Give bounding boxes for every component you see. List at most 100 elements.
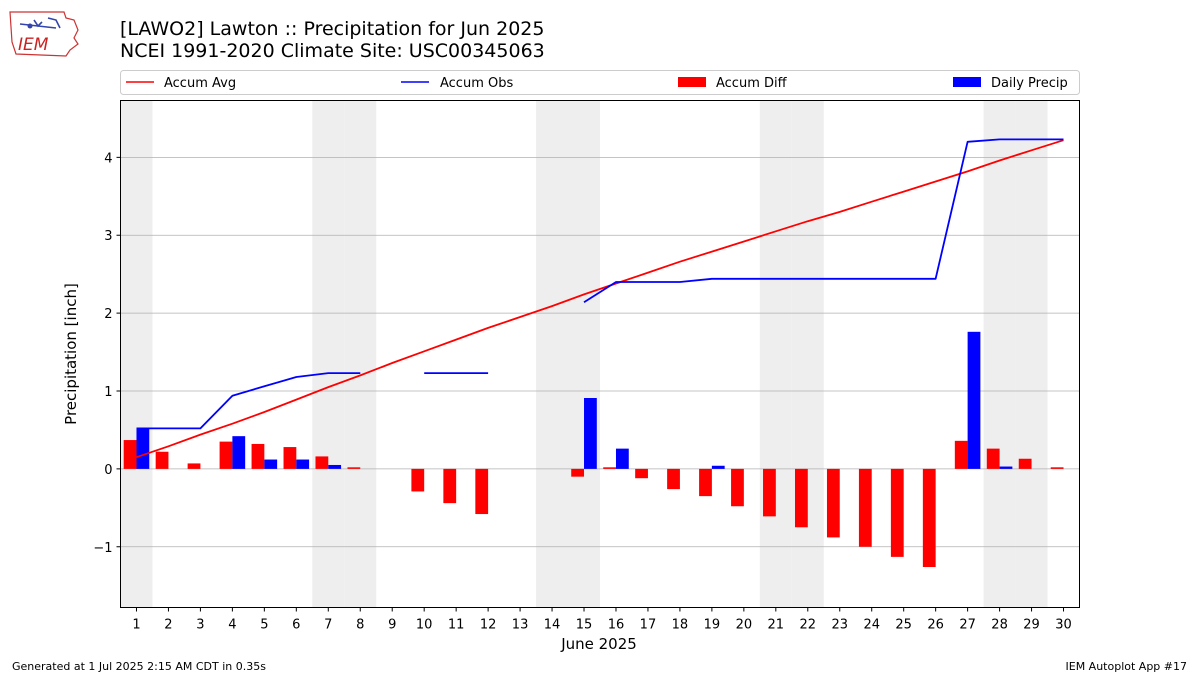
weekend-shading xyxy=(120,100,1048,608)
x-tick-label: 24 xyxy=(863,618,880,633)
x-tick-label: 4 xyxy=(228,618,236,633)
accum-diff-bar xyxy=(763,468,776,517)
accum-diff-bar xyxy=(667,468,680,490)
accum-diff-bar xyxy=(826,468,840,538)
x-tick-label: 13 xyxy=(512,618,529,633)
accum-diff-bar xyxy=(123,440,137,469)
gridlines xyxy=(120,156,1080,548)
y-tick-label: 1 xyxy=(104,385,112,400)
accum-diff-bar xyxy=(794,468,808,528)
weekend-shade xyxy=(536,100,569,608)
accum-diff-bar xyxy=(443,468,457,504)
legend-daily-precip-swatch xyxy=(953,77,981,87)
weekend-shade xyxy=(312,100,345,608)
daily-precip-bar xyxy=(328,464,342,469)
x-axis-label: June 2025 xyxy=(560,635,637,653)
x-tick-label: 10 xyxy=(416,618,433,633)
x-tick-label: 30 xyxy=(1055,618,1072,633)
accum-diff-bar xyxy=(475,468,489,515)
daily-precip-bar xyxy=(711,465,725,469)
x-tick-label: 7 xyxy=(324,618,332,633)
chart-title: [LAWO2] Lawton :: Precipitation for Jun … xyxy=(120,18,545,40)
lines xyxy=(136,138,1064,459)
weekend-shade xyxy=(568,100,600,608)
footer-generated: Generated at 1 Jul 2025 2:15 AM CDT in 0… xyxy=(12,660,266,673)
weekend-shade xyxy=(983,100,1016,608)
weekend-shade xyxy=(791,100,824,608)
x-tick-label: 28 xyxy=(991,618,1008,633)
y-tick-label: 0 xyxy=(104,463,112,478)
accum-diff-bar xyxy=(1018,458,1032,469)
accum-diff-bar xyxy=(155,451,169,469)
y-axis-label: Precipitation [inch] xyxy=(62,283,80,425)
x-tick-label: 9 xyxy=(388,618,396,633)
accum-diff-bar xyxy=(954,440,968,469)
daily-precip-bar xyxy=(584,398,597,469)
x-tick-label: 23 xyxy=(831,618,848,633)
accum-diff-bar xyxy=(731,468,744,507)
accum-diff-bar xyxy=(347,467,361,469)
x-tick-label: 21 xyxy=(768,618,785,633)
chart-subtitle: NCEI 1991-2020 Climate Site: USC00345063 xyxy=(120,40,545,62)
plot-frame xyxy=(120,100,1080,608)
accum-diff-bar xyxy=(219,441,233,469)
x-tick-label: 12 xyxy=(480,618,497,633)
accum-diff-bar xyxy=(283,447,297,469)
accum-diff-bar xyxy=(858,468,872,547)
x-tick-label: 1 xyxy=(132,618,140,633)
accum-diff-bar xyxy=(571,468,585,477)
x-tick-label: 14 xyxy=(544,618,561,633)
daily-precip-bar xyxy=(136,428,150,469)
accum-diff-bar xyxy=(251,443,265,469)
accum-diff-bar xyxy=(890,468,904,557)
legend: Accum Avg Accum Obs Accum Diff Daily Pre… xyxy=(120,70,1080,95)
legend-accum-diff-swatch xyxy=(678,77,706,87)
x-tick-label: 22 xyxy=(800,618,817,633)
accum-obs-line xyxy=(583,138,1064,303)
accum-diff-bar xyxy=(315,456,329,469)
accum-diff-bar xyxy=(411,468,425,492)
x-tick-label: 6 xyxy=(292,618,300,633)
x-tick-label: 3 xyxy=(196,618,204,633)
accum-obs-line xyxy=(136,372,361,430)
legend-box xyxy=(120,70,1080,95)
accum-diff-bar xyxy=(603,467,616,469)
accum-diff-bar xyxy=(187,463,201,469)
x-tick-label: 19 xyxy=(704,618,721,633)
x-tick-label: 11 xyxy=(448,618,465,633)
y-tick-label: 2 xyxy=(104,307,112,322)
x-tick-label: 15 xyxy=(576,618,593,633)
daily-precip-bar xyxy=(232,436,246,469)
daily-precip-bar xyxy=(967,331,981,469)
weekend-shade xyxy=(1015,100,1048,608)
x-tick-label: 20 xyxy=(736,618,753,633)
weekend-shade xyxy=(344,100,377,608)
x-tick-label: 5 xyxy=(260,618,268,633)
legend-daily-precip-label: Daily Precip xyxy=(991,76,1068,91)
x-tick-label: 29 xyxy=(1023,618,1040,633)
accum-avg-line xyxy=(136,139,1064,459)
logo-text: IEM xyxy=(18,35,49,55)
x-tick-label: 2 xyxy=(164,618,172,633)
legend-accum-avg-label: Accum Avg xyxy=(164,76,236,91)
weekend-shade xyxy=(120,100,153,608)
x-tick-label: 26 xyxy=(927,618,944,633)
x-tick-label: 17 xyxy=(640,618,657,633)
accum-diff-bar xyxy=(986,448,1000,469)
weekend-shade xyxy=(759,100,792,608)
accum-diff-bar xyxy=(635,468,648,479)
x-tick-label: 18 xyxy=(672,618,689,633)
x-tick-label: 16 xyxy=(608,618,625,633)
x-tick-label: 27 xyxy=(959,618,976,633)
bars xyxy=(123,331,1064,568)
legend-accum-obs-label: Accum Obs xyxy=(440,76,513,91)
accum-diff-bar xyxy=(1050,467,1064,469)
legend-accum-diff-label: Accum Diff xyxy=(716,76,788,91)
daily-precip-bar xyxy=(615,448,629,469)
iem-logo: IEM xyxy=(8,6,82,62)
accum-diff-bar xyxy=(699,468,712,497)
daily-precip-bar xyxy=(264,459,278,469)
daily-precip-bar xyxy=(296,459,310,469)
